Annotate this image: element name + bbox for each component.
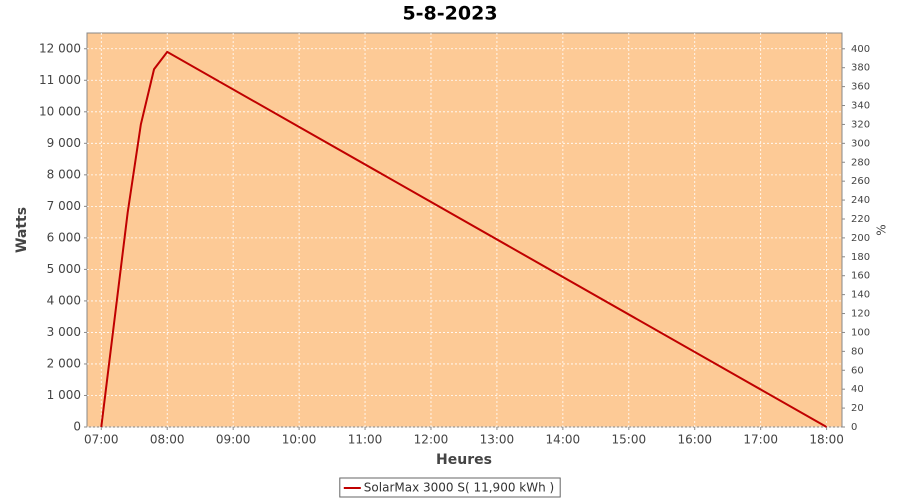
legend-label: SolarMax 3000 S( 11,900 kWh ) [364,481,554,495]
y-tick-label: 2 000 [47,356,81,370]
y2-axis-label: % [875,224,889,235]
x-tick-label: 16:00 [677,433,712,447]
x-tick-label: 17:00 [743,433,778,447]
x-tick-label: 10:00 [282,433,317,447]
legend: SolarMax 3000 S( 11,900 kWh ) [339,477,561,498]
y2-tick-label: 280 [851,157,870,168]
y-tick-label: 6 000 [47,230,81,244]
y-tick-label: 5 000 [47,262,81,276]
y-tick-label: 1 000 [47,388,81,402]
y2-tick-label: 200 [851,233,870,244]
y2-tick-label: 180 [851,252,870,263]
y2-tick-label: 0 [851,422,857,433]
y2-tick-label: 120 [851,309,870,320]
x-tick-label: 15:00 [612,433,647,447]
y-tick-label: 0 [73,420,81,434]
y2-tick-label: 160 [851,271,870,282]
y2-tick-label: 380 [851,63,870,74]
y2-tick-label: 100 [851,327,870,338]
y2-tick-label: 20 [851,403,864,414]
y2-tick-label: 340 [851,101,870,112]
y-tick-label: 9 000 [47,136,81,150]
x-tick-label: 11:00 [348,433,383,447]
y2-tick-label: 140 [851,290,870,301]
y2-tick-label: 360 [851,82,870,93]
x-tick-label: 13:00 [480,433,515,447]
y2-tick-label: 60 [851,365,864,376]
y-tick-label: 12 000 [39,41,81,55]
y2-tick-label: 80 [851,346,864,357]
y2-tick-label: 320 [851,119,870,130]
x-axis-label: Heures [436,452,492,468]
y-tick-label: 3 000 [47,325,81,339]
y-axis-label: Watts [14,207,30,253]
x-tick-label: 18:00 [809,433,844,447]
y-tick-label: 11 000 [39,73,81,87]
y-tick-label: 4 000 [47,293,81,307]
plot-area [86,32,843,428]
data-line [100,50,828,428]
legend-box [339,477,561,498]
y-tick-label: 7 000 [47,199,81,213]
y-tick-label: 10 000 [39,104,81,118]
y2-tick-label: 240 [851,195,870,206]
y-tick-label: 8 000 [47,167,81,181]
y2-tick-label: 220 [851,214,870,225]
x-tick-label: 09:00 [216,433,251,447]
y2-tick-label: 300 [851,138,870,149]
chart-title: 5-8-2023 [402,3,497,25]
y2-tick-label: 400 [851,44,870,55]
x-tick-label: 14:00 [546,433,581,447]
x-tick-label: 07:00 [84,433,119,447]
x-tick-label: 08:00 [150,433,185,447]
y2-tick-label: 40 [851,384,864,395]
x-tick-label: 12:00 [414,433,449,447]
y2-tick-label: 260 [851,176,870,187]
